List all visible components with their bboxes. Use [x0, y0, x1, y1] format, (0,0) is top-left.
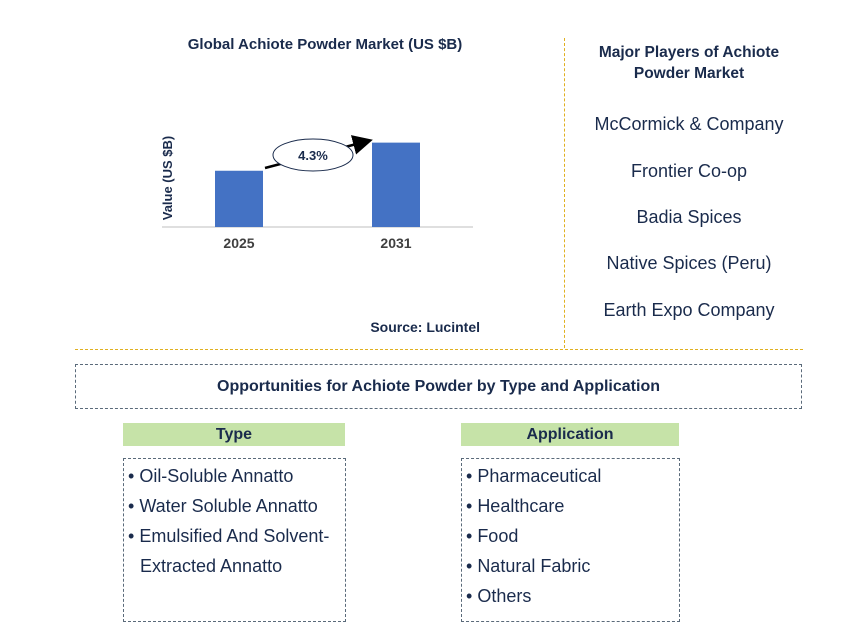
bar-2031: [372, 142, 420, 227]
x-tick-labels: 2025 2031: [223, 235, 411, 251]
cagr-label: 4.3%: [298, 148, 328, 163]
player-item: Frontier Co-op: [630, 161, 748, 181]
player-item: Badia Spices: [636, 207, 742, 227]
list-item: • Pharmaceutical: [466, 466, 602, 486]
players-title: Major Players of Achiote Powder Market: [598, 44, 780, 82]
x-tick-label: 2031: [380, 235, 411, 251]
list-item: • Others: [466, 586, 532, 606]
bars-group: [215, 142, 420, 227]
bar-2025: [215, 170, 263, 227]
list-item: • Healthcare: [466, 496, 565, 516]
player-item: McCormick & Company: [594, 114, 784, 134]
cagr-ellipse: [272, 138, 354, 172]
horizontal-divider: [75, 349, 803, 350]
list-item: • Natural Fabric: [466, 556, 591, 576]
list-item: • Food: [466, 526, 519, 546]
vertical-divider: [564, 38, 565, 348]
y-axis-label: Value (US $B): [160, 136, 175, 221]
list-item: • Oil-Soluble Annatto: [128, 466, 294, 486]
application-list: • Pharmaceutical • Healthcare • Food • N…: [461, 458, 680, 622]
list-item: • Emulsified And Solvent-Extracted Annat…: [128, 526, 330, 576]
type-list: • Oil-Soluble Annatto • Water Soluble An…: [123, 458, 346, 622]
source-note: Source: Lucintel: [370, 319, 480, 335]
bar-chart: Value (US $B) 2025 2031 4.3%: [160, 135, 473, 251]
opportunities-title: Opportunities for Achiote Powder by Type…: [75, 364, 802, 409]
player-item: Native Spices (Peru): [606, 253, 772, 273]
chart-title: Global Achiote Powder Market (US $B): [187, 36, 463, 53]
list-item: • Water Soluble Annatto: [128, 496, 318, 516]
application-header: Application: [461, 423, 679, 446]
player-item: Earth Expo Company: [603, 300, 775, 320]
type-header: Type: [123, 423, 345, 446]
x-tick-label: 2025: [223, 235, 254, 251]
